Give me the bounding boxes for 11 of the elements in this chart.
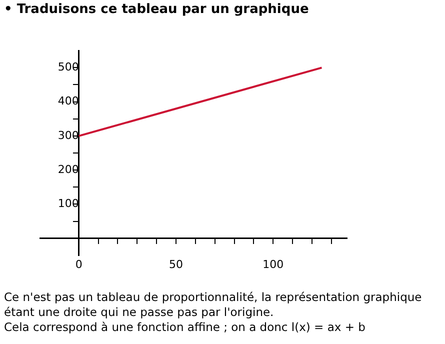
y-tick-label: 400 xyxy=(58,94,79,108)
y-tick-label: 300 xyxy=(58,128,79,142)
chart-title: • Traduisons ce tableau par un graphique xyxy=(4,2,309,17)
text: Cela correspond à une fonction affine ; on a donc l(x) = ax + b xyxy=(4,320,366,335)
x-tick-label: 50 xyxy=(169,258,184,271)
x-tick-label: 0 xyxy=(75,258,82,271)
y-tick-label: 200 xyxy=(58,162,79,176)
y-tick-label: 100 xyxy=(58,197,79,210)
x-tick-label: 100 xyxy=(262,258,284,271)
y-tick-label: 500 xyxy=(58,60,79,74)
text: Ce n'est pas un tableau de proportionnalité, la représentation graphique étant une droite qui ne passe pas par l'origine. xyxy=(4,290,423,320)
